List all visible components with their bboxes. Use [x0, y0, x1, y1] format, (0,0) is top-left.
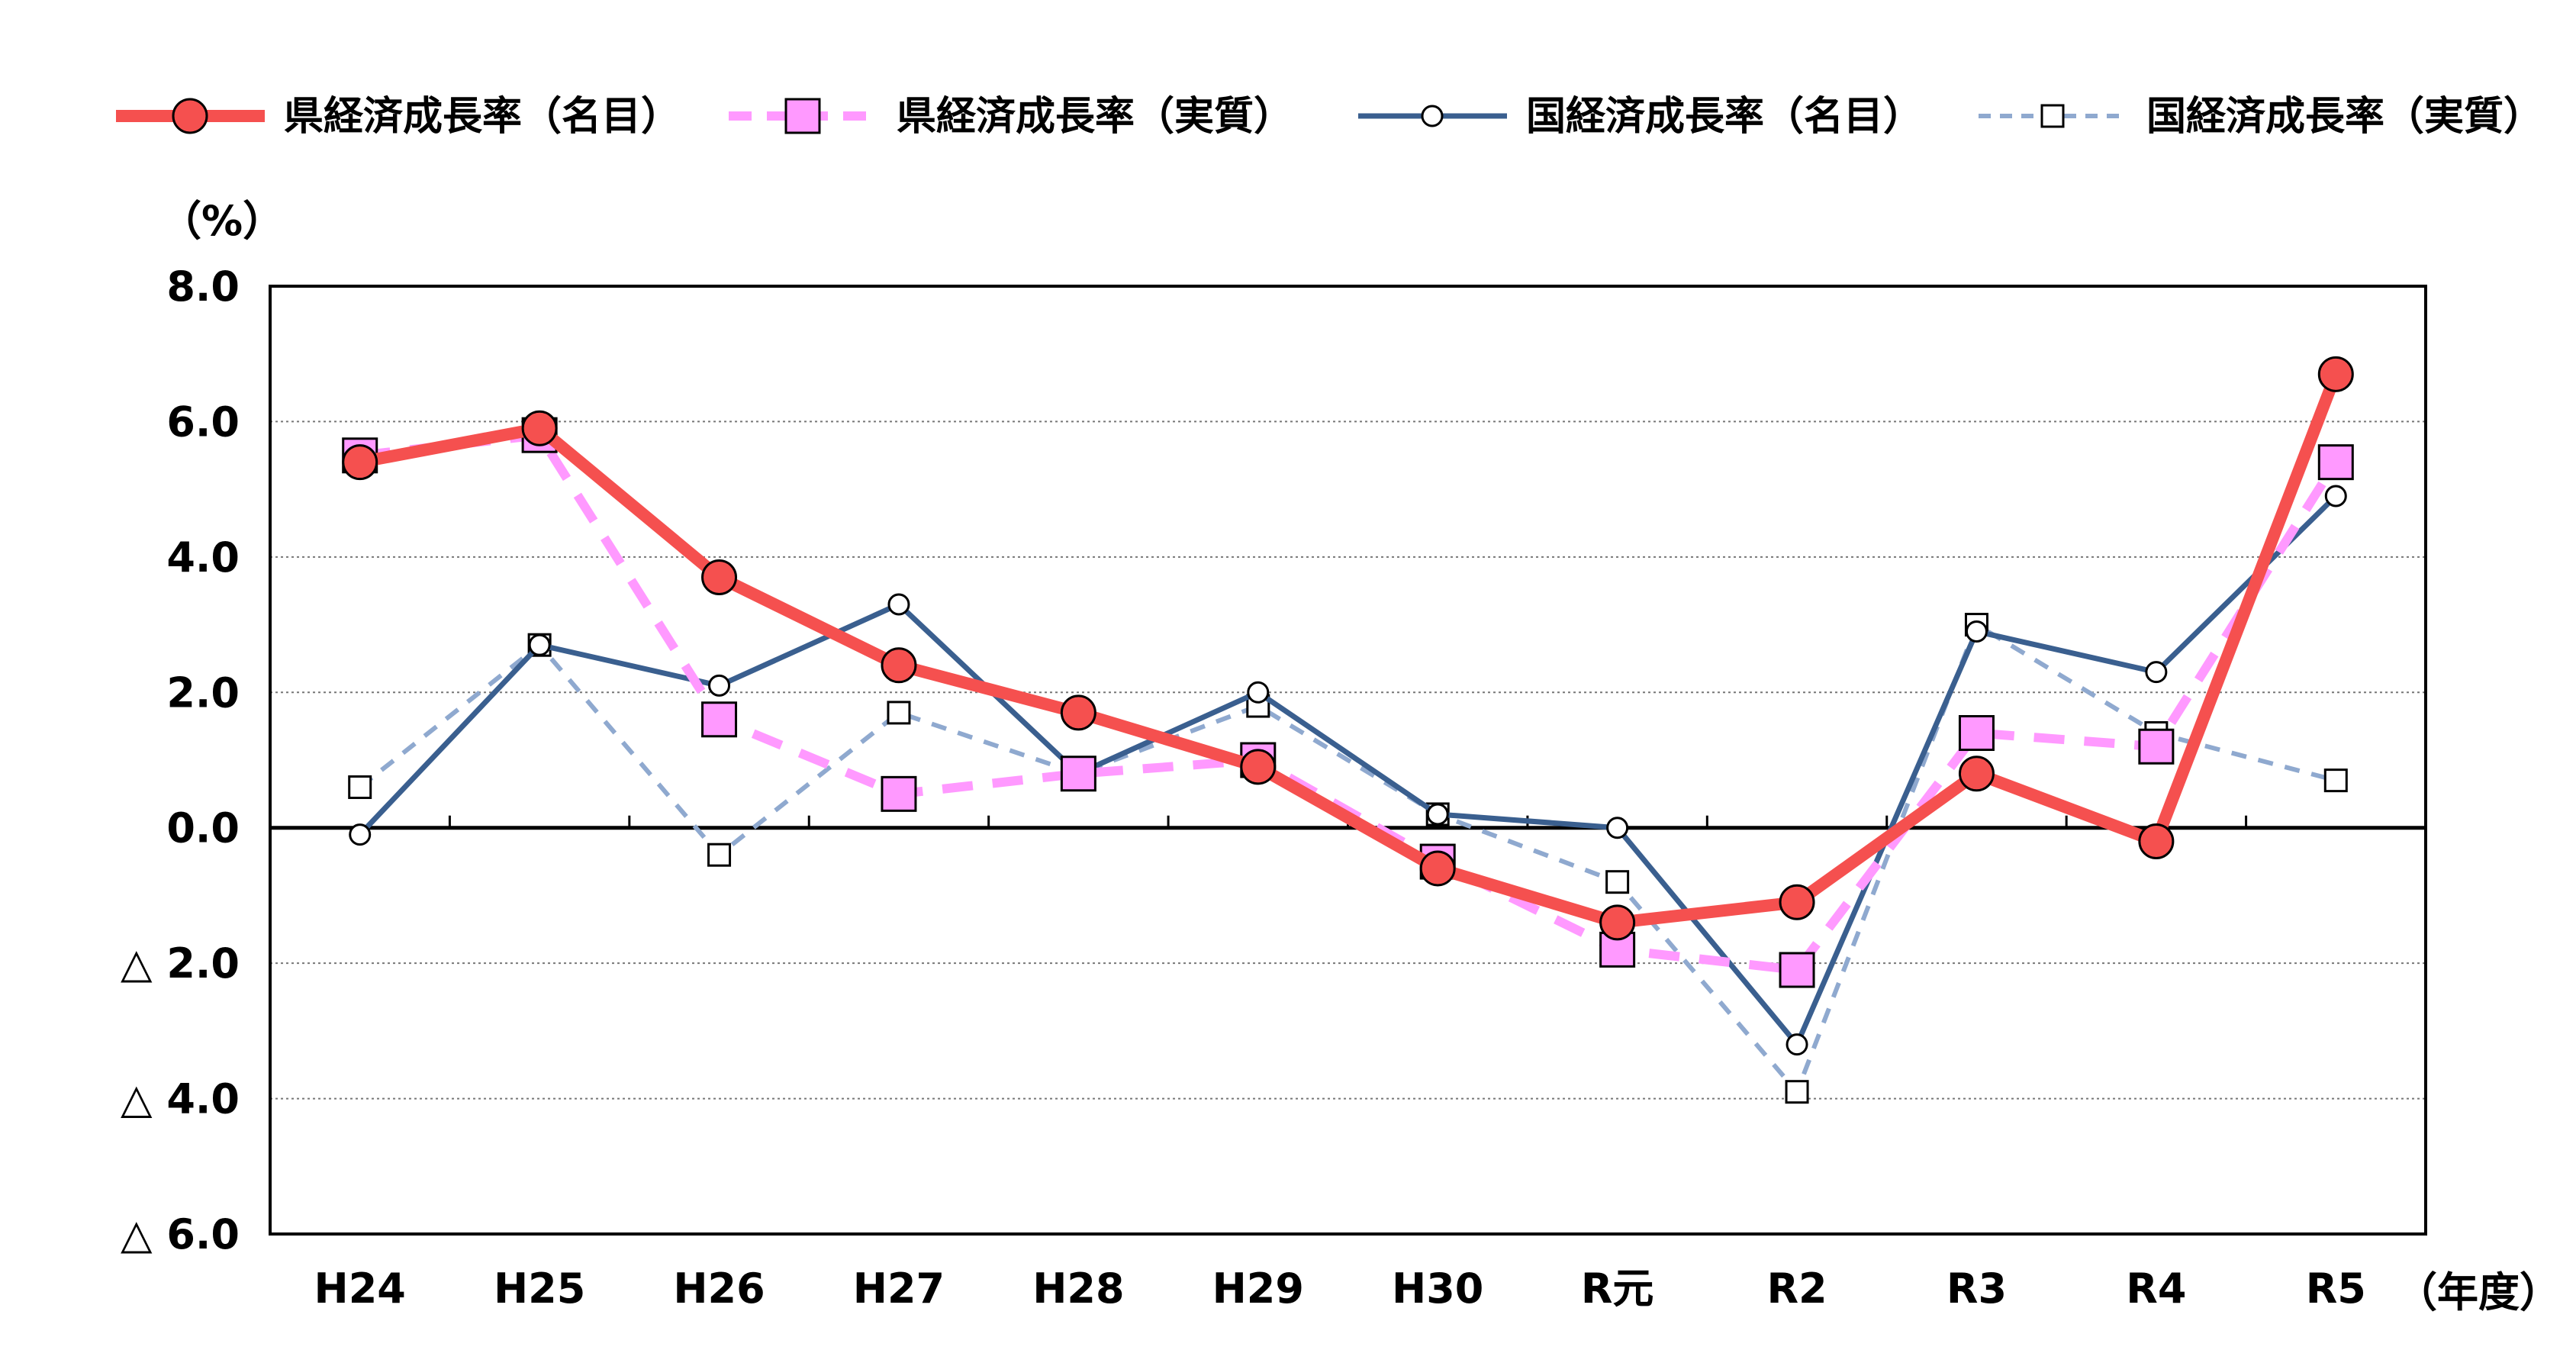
data-point-s4	[1605, 870, 1630, 894]
data-point-s1	[1779, 884, 1815, 920]
data-point-s4	[887, 701, 911, 725]
legend-label: 県経済成長率（実質）	[897, 94, 1293, 140]
data-point-s3	[887, 593, 910, 616]
data-point-s2	[2138, 728, 2175, 765]
x-tick-label: R2	[1766, 1265, 1827, 1313]
data-point-s2	[1779, 952, 1815, 988]
x-tick-label: R3	[1946, 1265, 2007, 1313]
data-point-s2	[2317, 444, 2354, 481]
series-line-1	[359, 372, 2342, 929]
legend-label: 国経済成長率（名目）	[1526, 94, 1923, 140]
data-point-s3	[1965, 620, 1988, 643]
data-point-s3	[2145, 661, 2168, 684]
data-point-s1	[2138, 823, 2175, 859]
y-tick-label: 0.0	[166, 804, 240, 852]
data-point-s2	[701, 701, 738, 738]
x-tick-label: H27	[853, 1265, 945, 1313]
series-line-2	[359, 430, 2340, 975]
plot-frame	[269, 285, 2427, 1236]
data-point-s1	[881, 647, 917, 684]
x-tick-label: H25	[494, 1265, 585, 1313]
data-point-s1	[1060, 694, 1096, 731]
data-point-s4	[348, 775, 372, 799]
legend-label: 国経済成長率（実質）	[2146, 94, 2543, 140]
x-tick-label: H26	[673, 1265, 765, 1313]
x-axis-unit: （年度）	[2396, 1268, 2561, 1316]
legend-marker	[2040, 104, 2065, 128]
x-tick-label: R4	[2126, 1265, 2186, 1313]
y-tick-label: 6.0	[166, 398, 240, 446]
data-point-s1	[1240, 749, 1277, 785]
data-point-s3	[528, 633, 551, 656]
legend-marker	[784, 98, 821, 134]
y-tick-label: 4.0	[166, 533, 240, 582]
data-point-s1	[521, 410, 558, 446]
data-point-s3	[1426, 803, 1449, 826]
data-point-s1	[1599, 904, 1636, 941]
data-point-s3	[1247, 681, 1270, 704]
y-tick-label: △ 4.0	[121, 1075, 240, 1123]
y-tick-label: 8.0	[166, 263, 240, 311]
data-point-s1	[1958, 756, 1995, 792]
data-point-s2	[881, 775, 917, 812]
data-point-s3	[1606, 817, 1629, 839]
data-point-s4	[2323, 768, 2348, 793]
y-axis-unit: （%）	[160, 197, 284, 245]
x-tick-label: R元	[1581, 1265, 1654, 1313]
x-tick-label: H28	[1032, 1265, 1124, 1313]
data-point-s4	[707, 843, 732, 867]
data-point-s2	[1060, 756, 1096, 792]
data-point-s1	[1419, 850, 1456, 887]
data-point-s3	[1785, 1033, 1808, 1056]
y-tick-label: △ 2.0	[121, 939, 240, 988]
legend-marker	[172, 98, 208, 134]
data-point-s4	[1785, 1080, 1809, 1104]
series-line-3	[358, 494, 2338, 1048]
y-tick-label: △ 6.0	[121, 1210, 240, 1258]
data-point-s2	[1958, 715, 1995, 752]
data-point-s3	[2324, 485, 2347, 507]
data-point-s3	[349, 823, 372, 846]
data-point-s3	[708, 674, 731, 697]
series-line-4	[358, 622, 2337, 1094]
x-tick-label: H30	[1392, 1265, 1483, 1313]
data-point-s1	[701, 559, 738, 595]
x-tick-label: H29	[1212, 1265, 1304, 1313]
legend-marker	[1421, 105, 1444, 127]
y-tick-label: 2.0	[166, 669, 240, 717]
x-tick-label: H24	[314, 1265, 406, 1313]
legend-label: 県経済成長率（名目）	[284, 94, 681, 140]
data-point-s1	[342, 444, 378, 481]
x-tick-label: R5	[2306, 1265, 2366, 1313]
data-point-s1	[2317, 356, 2354, 392]
